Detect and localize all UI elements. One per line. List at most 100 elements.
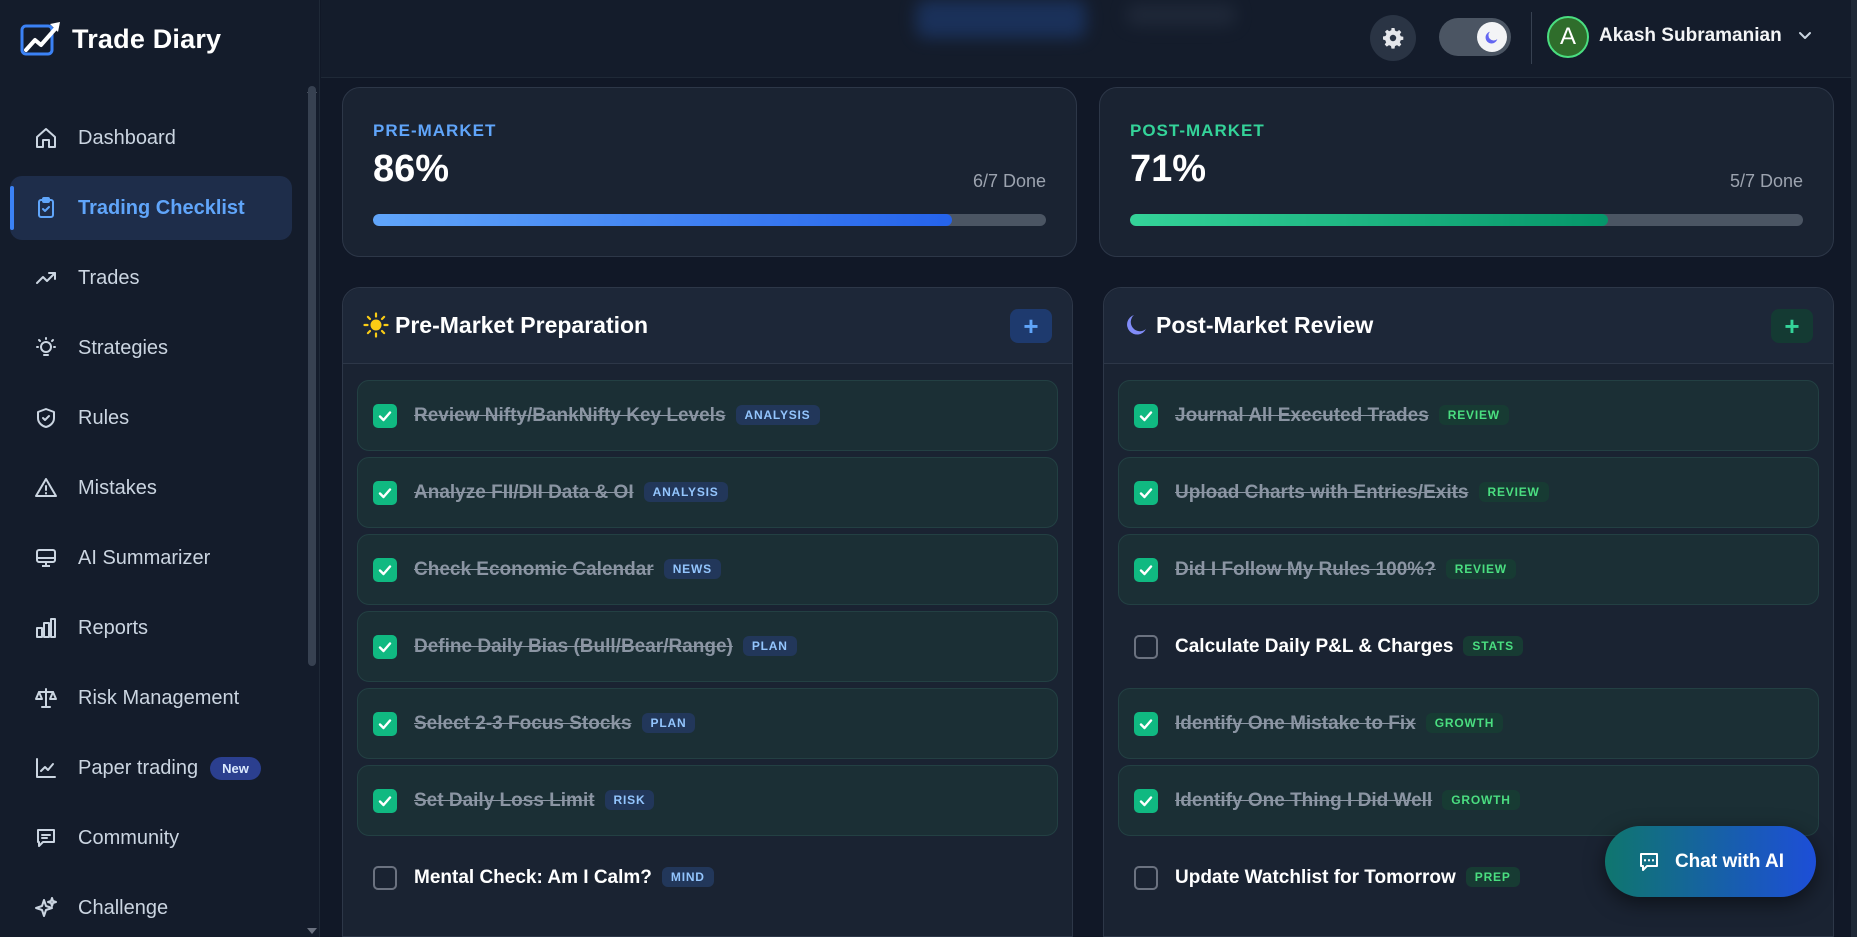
sidebar-item-label: Reports [78,616,149,639]
sidebar-item-rules[interactable]: Rules [10,386,292,450]
checkbox[interactable] [1134,481,1158,505]
checkbox[interactable] [373,481,397,505]
checklist-item[interactable]: Did I Follow My Rules 100%? REVIEW [1118,534,1819,605]
settings-button[interactable] [1370,15,1416,61]
checklist-item[interactable]: Journal All Executed Trades REVIEW [1118,380,1819,451]
checklist-item-text: Did I Follow My Rules 100%? [1175,559,1436,580]
sidebar-item-trading-checklist[interactable]: Trading Checklist [10,176,292,240]
checkbox[interactable] [373,712,397,736]
checkbox[interactable] [1134,789,1158,813]
checkbox[interactable] [1134,866,1158,890]
category-tag: MIND [661,867,714,887]
checklist-item[interactable]: Update Watchlist for Tomorrow PREP [1118,842,1819,913]
category-tag: PREP [1465,867,1520,887]
checklist-item[interactable]: Check Economic Calendar NEWS [357,534,1058,605]
sidebar-item-label: AI Summarizer [78,546,211,569]
checklist-item[interactable]: Identify One Mistake to Fix GROWTH [1118,688,1819,759]
sidebar-item-reports[interactable]: Reports [10,596,292,660]
shield-check-icon [34,406,58,430]
sidebar-item-dashboard[interactable]: Dashboard [10,106,292,170]
bar-chart-icon [34,616,58,640]
sidebar-item-label: Trading Checklist [78,196,245,219]
sidebar-item-label: Challenge [78,896,169,919]
sidebar-item-risk-management[interactable]: Risk Management [10,666,292,730]
warning-triangle-icon [34,476,58,500]
check-icon [1139,565,1153,576]
blurred-header-element [916,0,1086,38]
post-market-done-count: 5/7 Done [1729,171,1803,191]
post-market-progress-bar [1130,214,1803,226]
blurred-header-element [1126,4,1236,26]
sidebar-item-label: Mistakes [78,476,157,499]
sidebar-item-label: Paper trading [78,756,199,779]
checklist-item[interactable]: Define Daily Bias (Bull/Bear/Range) PLAN [357,611,1058,682]
sidebar-item-label: Strategies [78,336,169,359]
sidebar-item-mistakes[interactable]: Mistakes [10,456,292,520]
checkbox[interactable] [1134,558,1158,582]
checklist-item-text: Set Daily Loss Limit [414,790,595,811]
checklist-item[interactable]: Upload Charts with Entries/Exits REVIEW [1118,457,1819,528]
avatar[interactable]: A [1547,16,1589,58]
post-market-progress-fill [1130,214,1608,226]
sun-icon [363,312,389,338]
checklist-item-label: Mental Check: Am I Calm? MIND [414,867,714,889]
add-post-market-item-button[interactable]: + [1771,309,1813,343]
checklist-item[interactable]: Select 2-3 Focus Stocks PLAN [357,688,1058,759]
checklist-item-label: Review Nifty/BankNifty Key Levels ANALYSI… [414,405,820,427]
checkbox[interactable] [373,404,397,428]
checklist-item-text: Check Economic Calendar [414,559,654,580]
moon-icon [1127,315,1146,335]
checklist-item-text: Select 2-3 Focus Stocks [414,713,632,734]
top-header: A Akash Subramanian [321,0,1857,78]
sidebar-item-challenge[interactable]: Challenge [10,876,292,937]
user-name[interactable]: Akash Subramanian [1599,25,1782,46]
pre-market-progress-fill [373,214,952,226]
checklist-item-label: Calculate Daily P&L & Charges STATS [1175,636,1523,658]
checklist-item[interactable]: Set Daily Loss Limit RISK [357,765,1058,836]
checkbox[interactable] [1134,635,1158,659]
checklist-item[interactable]: Mental Check: Am I Calm? MIND [357,842,1058,913]
checklist-item-label: Analyze FII/DII Data & OI ANALYSIS [414,482,728,504]
checkbox[interactable] [1134,404,1158,428]
checklist-item[interactable]: Analyze FII/DII Data & OI ANALYSIS [357,457,1058,528]
pre-market-panel: Pre-Market Preparation + Review Nifty/Ba… [342,287,1073,937]
add-pre-market-item-button[interactable]: + [1010,309,1052,343]
theme-toggle[interactable] [1439,18,1511,56]
sidebar-item-paper-trading[interactable]: Paper trading New [10,736,292,800]
chevron-down-icon[interactable] [1797,28,1813,44]
category-tag: GROWTH [1425,713,1504,733]
checklist-item[interactable]: Review Nifty/BankNifty Key Levels ANALYSI… [357,380,1058,451]
sidebar-item-strategies[interactable]: Strategies [10,316,292,380]
category-tag: REVIEW [1445,559,1516,579]
pre-market-done-count: 6/7 Done [972,171,1046,191]
checklist-item-label: Set Daily Loss Limit RISK [414,790,655,812]
checklist-item[interactable]: Calculate Daily P&L & Charges STATS [1118,611,1819,682]
checklist-item[interactable]: Identify One Thing I Did Well GROWTH [1118,765,1819,836]
chat-with-ai-button[interactable]: Chat with AI [1605,826,1816,897]
sidebar-item-label: Community [78,826,180,849]
checklist-item-text: Review Nifty/BankNifty Key Levels [414,405,726,426]
sidebar-item-ai-summarizer[interactable]: AI Summarizer [10,526,292,590]
checklist-item-text: Calculate Daily P&L & Charges [1175,636,1454,657]
clipboard-check-icon [34,196,58,220]
app-logo[interactable]: Trade Diary [20,20,221,58]
lightbulb-icon [34,336,58,360]
chat-icon [34,826,58,850]
checklist-item-text: Identify One Thing I Did Well [1175,790,1433,811]
scroll-down-arrow-icon[interactable] [307,928,317,934]
checkbox[interactable] [373,558,397,582]
category-tag: RISK [604,790,655,810]
sidebar-item-community[interactable]: Community [10,806,292,870]
check-icon [378,488,392,499]
pre-market-progress-bar [373,214,1046,226]
sidebar-scrollbar[interactable] [308,86,316,666]
checklist-item-label: Journal All Executed Trades REVIEW [1175,405,1509,427]
checkbox[interactable] [373,789,397,813]
category-tag: REVIEW [1478,482,1549,502]
page-scrollbar-track[interactable] [1851,0,1857,937]
sidebar-item-trades[interactable]: Trades [10,246,292,310]
checklist-item-label: Identify One Thing I Did Well GROWTH [1175,790,1520,812]
checkbox[interactable] [1134,712,1158,736]
checkbox[interactable] [373,866,397,890]
checkbox[interactable] [373,635,397,659]
